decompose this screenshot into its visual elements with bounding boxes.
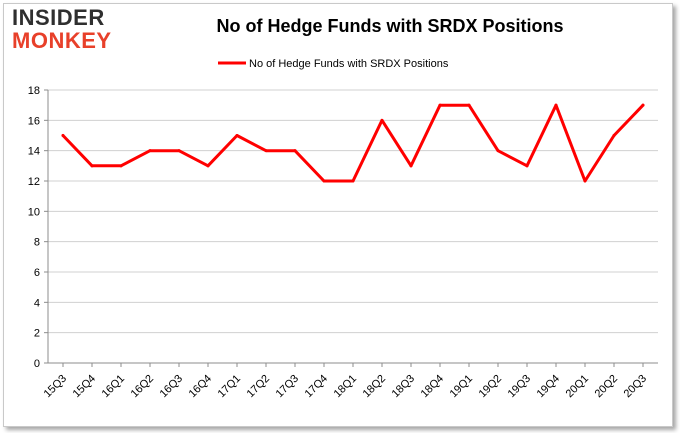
- data-point-18Q3: [409, 164, 413, 168]
- x-tick-label-20Q3: 20Q3: [622, 373, 650, 401]
- data-point-20Q3: [641, 103, 645, 107]
- chart-frame: [3, 3, 673, 427]
- data-point-17Q1: [235, 134, 239, 137]
- x-tick-label-19Q4: 19Q4: [535, 373, 563, 401]
- data-point-16Q3: [177, 149, 181, 153]
- x-tick-label-16Q3: 16Q3: [158, 373, 186, 401]
- y-tick-label-14: 14: [28, 146, 40, 158]
- legend: No of Hedge Funds with SRDX Positions: [218, 58, 449, 70]
- x-tick-label-19Q2: 19Q2: [477, 373, 505, 401]
- x-tick-label-17Q1: 17Q1: [216, 373, 244, 401]
- data-point-18Q2: [380, 118, 384, 122]
- legend-label: No of Hedge Funds with SRDX Positions: [249, 58, 449, 70]
- x-tick-label-18Q4: 18Q4: [419, 373, 447, 401]
- data-point-16Q4: [206, 164, 210, 168]
- y-tick-label-6: 6: [34, 267, 40, 279]
- data-point-17Q3: [293, 149, 297, 153]
- insider-monkey-logo: INSIDER MONKEY: [12, 7, 128, 52]
- x-tick-label-15Q3: 15Q3: [42, 373, 70, 401]
- data-point-20Q2: [612, 134, 616, 137]
- y-tick-label-8: 8: [34, 237, 40, 249]
- x-tick-label-19Q3: 19Q3: [506, 373, 534, 401]
- logo-text-monkey: MONKEY: [12, 28, 112, 53]
- y-axis-ticks: 0 2 4 6 8 10 12 14 16 18: [28, 85, 48, 370]
- logo-text-insider: INSIDER: [12, 5, 105, 30]
- x-tick-label-17Q2: 17Q2: [245, 373, 273, 401]
- y-tick-label-12: 12: [28, 176, 40, 188]
- data-point-16Q2: [148, 149, 152, 153]
- x-tick-label-18Q1: 18Q1: [332, 373, 360, 401]
- y-tick-label-4: 4: [34, 297, 40, 309]
- x-tick-label-20Q2: 20Q2: [593, 373, 621, 401]
- chart-title: No of Hedge Funds with SRDX Positions: [216, 16, 564, 36]
- x-tick-label-16Q2: 16Q2: [129, 373, 157, 401]
- y-tick-label-18: 18: [28, 85, 40, 97]
- data-point-16Q1: [119, 164, 123, 168]
- y-tick-label-16: 16: [28, 115, 40, 127]
- data-point-15Q3: [61, 134, 65, 137]
- data-point-17Q2: [264, 149, 268, 153]
- data-point-18Q1: [351, 179, 355, 183]
- x-tick-label-20Q1: 20Q1: [564, 373, 592, 401]
- y-tick-label-10: 10: [28, 206, 40, 218]
- x-tick-label-17Q3: 17Q3: [274, 373, 302, 401]
- data-point-15Q4: [90, 164, 94, 168]
- x-tick-label-16Q4: 16Q4: [187, 373, 215, 401]
- x-tick-label-18Q2: 18Q2: [361, 373, 389, 401]
- data-point-19Q4: [554, 103, 558, 107]
- data-point-17Q4: [322, 179, 326, 183]
- x-tick-label-17Q4: 17Q4: [303, 373, 331, 401]
- y-tick-label-0: 0: [34, 358, 40, 370]
- x-tick-label-19Q1: 19Q1: [448, 373, 476, 401]
- data-point-19Q1: [467, 103, 471, 107]
- data-point-18Q4: [438, 103, 442, 107]
- data-point-20Q1: [583, 179, 587, 183]
- series-line-0: [61, 103, 645, 183]
- x-tick-label-15Q4: 15Q4: [71, 373, 99, 401]
- x-tick-label-18Q3: 18Q3: [390, 373, 418, 401]
- x-axis-ticks: 15Q3 15Q4 16Q1 16Q2 16Q3 16Q4 17Q1 17Q2 17Q3 17Q4…: [42, 363, 650, 401]
- y-tick-label-2: 2: [34, 328, 40, 340]
- data-point-19Q2: [496, 149, 500, 153]
- data-point-19Q3: [525, 164, 529, 168]
- series-group: [61, 103, 645, 183]
- x-tick-label-16Q1: 16Q1: [100, 373, 128, 401]
